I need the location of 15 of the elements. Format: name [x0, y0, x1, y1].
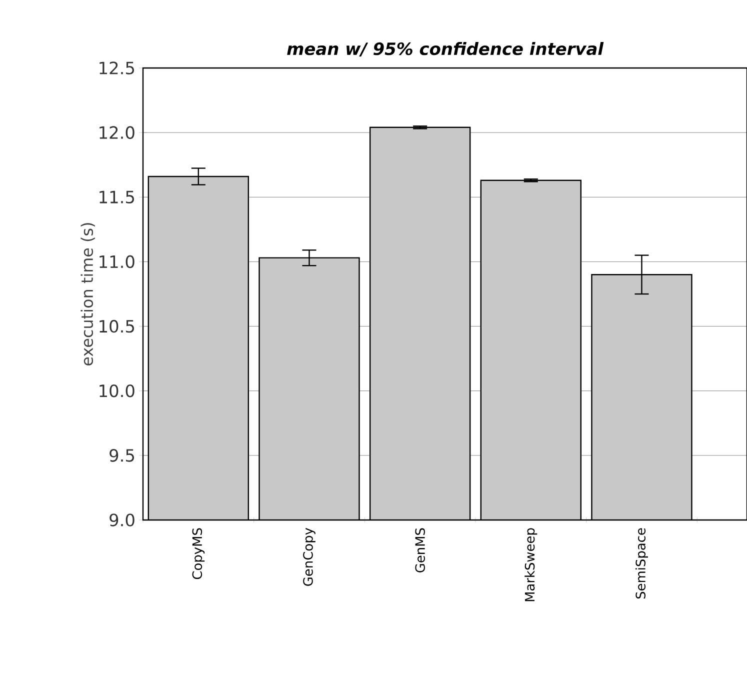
- y-tick-label: 9.0: [110, 514, 134, 526]
- x-tick-label: GenMS: [415, 528, 425, 572]
- chart-title: mean w/ 95% confidence interval: [287, 42, 604, 57]
- y-tick-label: 12.0: [100, 126, 134, 139]
- x-tick-label: CopyMS: [192, 528, 205, 580]
- x-tick-label: MarkSweep: [524, 528, 538, 602]
- y-tick-label: 12.5: [100, 62, 134, 74]
- x-tick-label: GenCopy: [303, 528, 316, 586]
- y-axis-title: execution time (s): [80, 223, 95, 366]
- x-tick-label: SemiSpace: [635, 528, 648, 599]
- y-tick-label: 10.0: [100, 384, 134, 398]
- y-tick-label: 11.5: [100, 190, 134, 204]
- y-tick-label: 10.5: [100, 320, 134, 333]
- y-tick-label: 11.0: [100, 255, 134, 268]
- y-tick-label: 9.5: [110, 449, 134, 462]
